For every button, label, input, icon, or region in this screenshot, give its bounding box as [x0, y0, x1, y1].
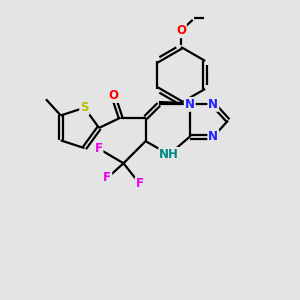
- Text: NH: NH: [159, 148, 179, 161]
- Text: F: F: [136, 177, 144, 190]
- Text: S: S: [80, 101, 89, 114]
- Text: N: N: [208, 98, 218, 111]
- Text: F: F: [103, 172, 111, 184]
- Text: O: O: [176, 24, 186, 37]
- Text: N: N: [185, 98, 195, 111]
- Text: O: O: [108, 89, 118, 102]
- Text: N: N: [208, 130, 218, 143]
- Text: F: F: [94, 142, 103, 155]
